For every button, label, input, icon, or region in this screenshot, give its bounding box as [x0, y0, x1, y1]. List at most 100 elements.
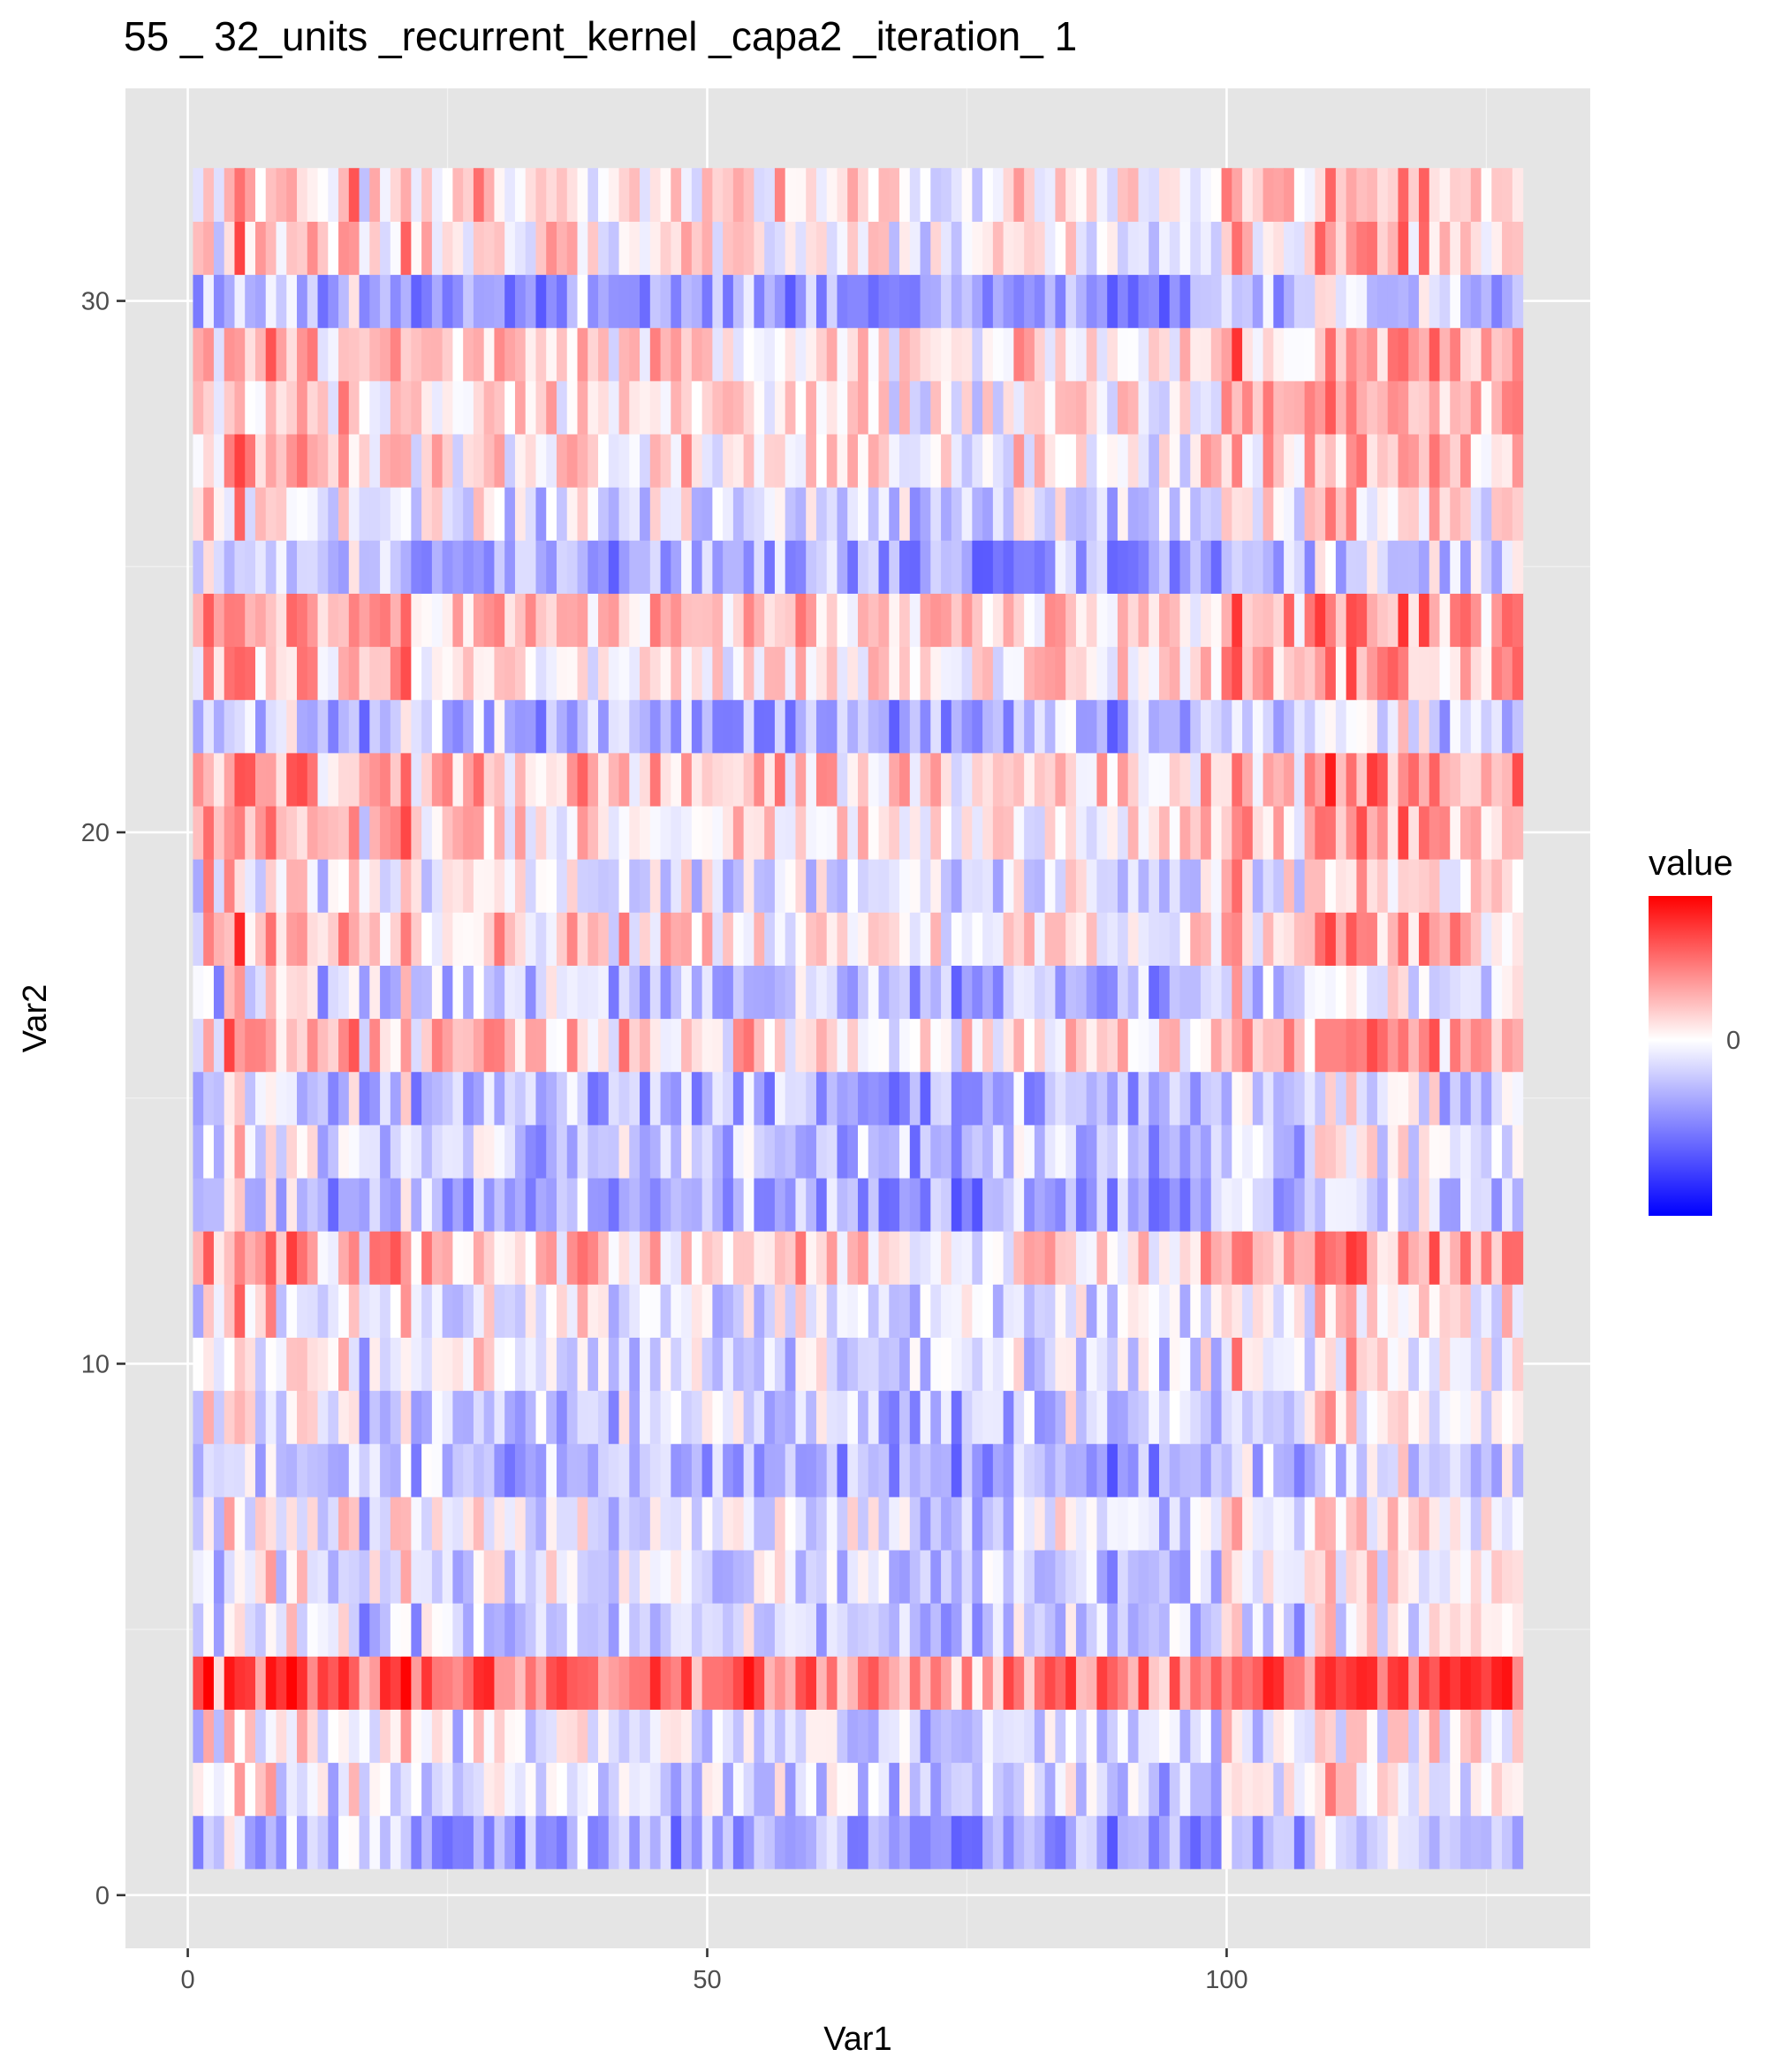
heatmap-tile	[1242, 912, 1254, 966]
heatmap-tile	[380, 327, 391, 382]
heatmap-tile	[1190, 1018, 1202, 1073]
heatmap-tile	[1201, 487, 1212, 541]
heatmap-tile	[265, 1177, 277, 1232]
heatmap-tile	[1398, 1762, 1409, 1817]
heatmap-tile	[380, 1549, 391, 1604]
heatmap-tile	[598, 1815, 610, 1870]
heatmap-tile	[421, 380, 433, 435]
heatmap-tile	[380, 1815, 391, 1870]
heatmap-tile	[317, 1709, 329, 1764]
heatmap-tile	[961, 1390, 973, 1445]
heatmap-tile	[348, 327, 360, 382]
heatmap-tile	[514, 1390, 527, 1445]
heatmap-tile	[909, 540, 921, 594]
heatmap-tile	[566, 1124, 579, 1179]
heatmap-tile	[328, 1496, 339, 1551]
heatmap-tile	[868, 1549, 880, 1604]
heatmap-tile	[1293, 327, 1306, 382]
heatmap-tile	[660, 1071, 671, 1126]
heatmap-tile	[847, 221, 859, 276]
heatmap-tile	[1169, 805, 1181, 860]
heatmap-tile	[224, 1124, 236, 1179]
heatmap-tile	[868, 1815, 880, 1870]
heatmap-tile	[1210, 805, 1223, 860]
heatmap-tile	[1190, 593, 1202, 648]
heatmap-tile	[1273, 646, 1285, 701]
heatmap-tile	[909, 274, 921, 329]
heatmap-tile	[297, 274, 308, 329]
heatmap-tile	[649, 487, 662, 541]
heatmap-tile	[1460, 593, 1472, 648]
heatmap-tile	[1284, 1390, 1295, 1445]
heatmap-tile	[815, 965, 828, 1020]
heatmap-tile	[1460, 1177, 1472, 1232]
heatmap-tile	[1346, 805, 1358, 860]
heatmap-tile	[899, 487, 911, 541]
heatmap-tile	[1252, 168, 1264, 222]
heatmap-tile	[1013, 1231, 1025, 1285]
heatmap-tile	[1293, 221, 1306, 276]
heatmap-tile	[815, 540, 828, 594]
heatmap-tile	[1034, 1337, 1046, 1392]
heatmap-tile	[1481, 965, 1492, 1020]
heatmap-tile	[431, 1177, 444, 1232]
heatmap-tile	[400, 433, 412, 488]
heatmap-tile	[1127, 752, 1140, 807]
heatmap-tile	[649, 1656, 662, 1710]
heatmap-tile	[254, 699, 267, 754]
heatmap-tile	[1086, 274, 1098, 329]
heatmap-tile	[691, 1337, 703, 1392]
heatmap-tile	[1450, 1656, 1461, 1710]
heatmap-tile	[1086, 1124, 1098, 1179]
heatmap-tile	[1315, 1709, 1326, 1764]
heatmap-tile	[847, 1124, 859, 1179]
heatmap-tile	[286, 965, 298, 1020]
heatmap-tile	[1408, 221, 1420, 276]
heatmap-tile	[483, 1815, 496, 1870]
heatmap-tile	[878, 1284, 890, 1338]
heatmap-tile	[1138, 1071, 1149, 1126]
heatmap-tile	[338, 540, 350, 594]
heatmap-tile	[1460, 1124, 1472, 1179]
heatmap-tile	[1127, 221, 1140, 276]
heatmap-tile	[899, 168, 911, 222]
heatmap-tile	[899, 1549, 911, 1604]
heatmap-tile	[213, 1762, 225, 1817]
heatmap-tile	[421, 593, 433, 648]
heatmap-tile	[369, 1071, 381, 1126]
heatmap-tile	[1481, 1337, 1492, 1392]
heatmap-tile	[982, 1177, 994, 1232]
heatmap-tile	[1439, 433, 1451, 488]
heatmap-tile	[795, 168, 807, 222]
heatmap-tile	[847, 327, 859, 382]
heatmap-tile	[815, 433, 828, 488]
heatmap-tile	[1346, 274, 1358, 329]
heatmap-tile	[701, 1762, 713, 1817]
heatmap-tile	[1418, 1071, 1430, 1126]
heatmap-tile	[1127, 1709, 1140, 1764]
heatmap-tile	[1096, 168, 1108, 222]
heatmap-tile	[1273, 1177, 1285, 1232]
heatmap-tile	[1325, 1656, 1337, 1710]
heatmap-tile	[826, 1443, 838, 1498]
heatmap-tile	[598, 380, 610, 435]
heatmap-tile	[588, 965, 599, 1020]
heatmap-tile	[483, 380, 496, 435]
heatmap-tile	[348, 221, 360, 276]
heatmap-tile	[577, 1762, 588, 1817]
heatmap-tile	[1512, 1231, 1524, 1285]
heatmap-tile	[961, 1284, 973, 1338]
heatmap-tile	[203, 646, 215, 701]
heatmap-tile	[317, 1443, 329, 1498]
heatmap-tile	[473, 168, 485, 222]
heatmap-tile	[1138, 1177, 1149, 1232]
heatmap-tile	[909, 168, 921, 222]
heatmap-tile	[1138, 1231, 1149, 1285]
heatmap-tile	[806, 593, 817, 648]
heatmap-tile	[1221, 274, 1232, 329]
heatmap-tile	[224, 1390, 236, 1445]
heatmap-tile	[411, 380, 422, 435]
heatmap-tile	[265, 1390, 277, 1445]
heatmap-tile	[847, 487, 859, 541]
heatmap-tile	[1065, 1443, 1077, 1498]
